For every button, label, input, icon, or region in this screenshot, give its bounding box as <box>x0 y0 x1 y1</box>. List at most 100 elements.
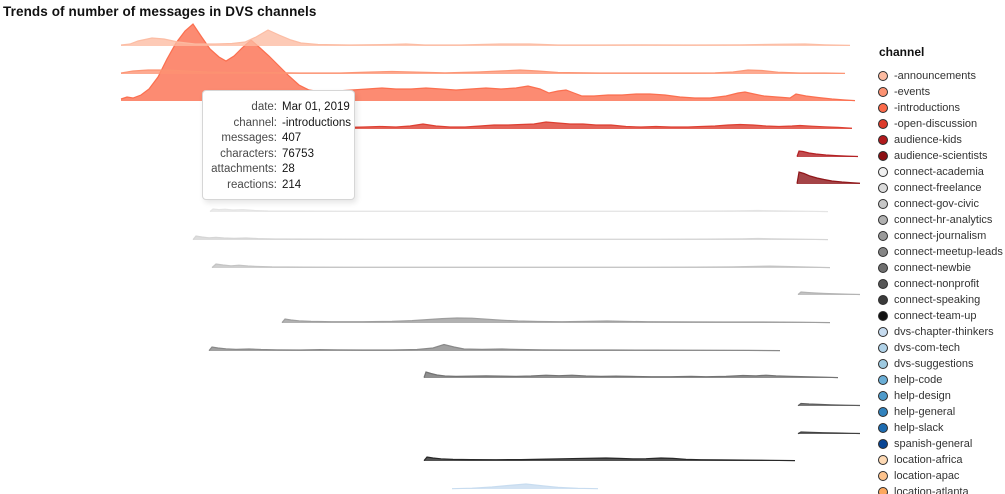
legend: channel -announcements -events -introducti… <box>878 45 1005 494</box>
series-line-connect-hr-analytics[interactable] <box>797 291 861 296</box>
legend-item-connect-gov-civic[interactable]: connect-gov-civic <box>878 196 1005 212</box>
series-line-connect-freelance[interactable] <box>192 235 829 241</box>
series-line-events[interactable] <box>120 69 846 74</box>
tooltip-row: reactions: 214 <box>211 178 344 194</box>
series-area-connect-journalism[interactable] <box>282 318 830 323</box>
legend-swatch-icon <box>878 215 888 225</box>
legend-item-label: connect-speaking <box>894 294 981 306</box>
tooltip-value: 214 <box>282 178 302 191</box>
series-area-audience-scientists[interactable] <box>797 172 860 184</box>
series-line-connect-speaking[interactable] <box>797 431 861 435</box>
legend-item-label: connect-journalism <box>894 230 987 242</box>
chart-title: Trends of number of messages in DVS chan… <box>3 4 317 19</box>
legend-item-label: connect-nonprofit <box>894 278 979 290</box>
legend-item-label: dvs-suggestions <box>894 358 974 370</box>
legend-swatch-icon <box>878 439 888 449</box>
legend-item-connect-meetup-leads[interactable]: connect-meetup-leads <box>878 244 1005 260</box>
legend-item-connect-nonprofit[interactable]: connect-nonprofit <box>878 276 1005 292</box>
legend-swatch-icon <box>878 359 888 369</box>
legend-item-help-slack[interactable]: help-slack <box>878 420 1005 436</box>
legend-swatch-icon <box>878 311 888 321</box>
legend-swatch-icon <box>878 247 888 257</box>
series-line-connect-gov-civic[interactable] <box>211 263 831 269</box>
legend-item-help-general[interactable]: help-general <box>878 404 1005 420</box>
legend-item-dvs-com-tech[interactable]: dvs-com-tech <box>878 340 1005 356</box>
series-area-connect-newbie[interactable] <box>424 372 838 378</box>
legend-item-connect-freelance[interactable]: connect-freelance <box>878 180 1005 196</box>
series-line-introductions[interactable] <box>120 23 856 102</box>
tooltip-value: 407 <box>282 132 302 145</box>
legend-swatch-icon <box>878 199 888 209</box>
legend-item-label: dvs-chapter-thinkers <box>894 326 994 338</box>
series-line-connect-journalism[interactable] <box>281 317 831 324</box>
legend-item-introductions[interactable]: -introductions <box>878 100 1005 116</box>
series-line-connect-meetup-leads[interactable] <box>208 343 781 352</box>
series-line-dvs-chapter-thinkers[interactable] <box>451 483 599 490</box>
legend-item-audience-scientists[interactable]: audience-scientists <box>878 148 1005 164</box>
legend-item-label: connect-hr-analytics <box>894 214 993 226</box>
legend-swatch-icon <box>878 151 888 161</box>
tooltip-row: channel: -introductions <box>211 116 352 132</box>
legend-item-connect-hr-analytics[interactable]: connect-hr-analytics <box>878 212 1005 228</box>
legend-item-location-apac[interactable]: location-apac <box>878 468 1005 484</box>
legend-title: channel <box>879 45 925 59</box>
legend-item-connect-academia[interactable]: connect-academia <box>878 164 1005 180</box>
legend-item-location-africa[interactable]: location-africa <box>878 452 1005 468</box>
legend-item-label: audience-scientists <box>894 150 988 162</box>
tooltip-label: characters: <box>220 147 277 160</box>
tooltip-label: channel: <box>233 116 277 129</box>
series-line-audience-kids[interactable] <box>796 150 859 158</box>
legend-swatch-icon <box>878 343 888 353</box>
series-area-introductions[interactable] <box>121 24 855 101</box>
series-line-open-discussion[interactable] <box>239 121 853 129</box>
legend-item-help-code[interactable]: help-code <box>878 372 1005 388</box>
series-line-connect-academia[interactable] <box>209 208 829 213</box>
series-line-announcements[interactable] <box>120 29 851 46</box>
legend-item-connect-journalism[interactable]: connect-journalism <box>878 228 1005 244</box>
legend-item-spanish-general[interactable]: spanish-general <box>878 436 1005 452</box>
legend-item-label: spanish-general <box>894 438 973 450</box>
legend-item-connect-speaking[interactable]: connect-speaking <box>878 292 1005 308</box>
series-line-connect-nonprofit[interactable] <box>797 402 861 407</box>
legend-item-label: connect-academia <box>894 166 984 178</box>
legend-item-label: help-code <box>894 374 943 386</box>
legend-item-connect-team-up[interactable]: connect-team-up <box>878 308 1005 324</box>
legend-item-audience-kids[interactable]: audience-kids <box>878 132 1005 148</box>
legend-swatch-icon <box>878 327 888 337</box>
legend-item-label: help-design <box>894 390 951 402</box>
legend-swatch-icon <box>878 135 888 145</box>
legend-item-dvs-chapter-thinkers[interactable]: dvs-chapter-thinkers <box>878 324 1005 340</box>
tooltip-label: messages: <box>221 132 277 145</box>
legend-item-label: connect-meetup-leads <box>894 246 1003 258</box>
legend-item-announcements[interactable]: -announcements <box>878 68 1005 84</box>
legend-swatch-icon <box>878 279 888 289</box>
legend-item-open-discussion[interactable]: -open-discussion <box>878 116 1005 132</box>
legend-item-label: dvs-com-tech <box>894 342 961 354</box>
legend-item-label: help-slack <box>894 422 944 434</box>
legend-item-label: connect-newbie <box>894 262 972 274</box>
legend-item-events[interactable]: -events <box>878 84 1005 100</box>
legend-swatch-icon <box>878 423 888 433</box>
series-line-connect-newbie[interactable] <box>423 371 839 379</box>
legend-swatch-icon <box>878 407 888 417</box>
legend-swatch-icon <box>878 119 888 129</box>
legend-swatch-icon <box>878 263 888 273</box>
tooltip-label: reactions: <box>227 178 277 191</box>
legend-item-dvs-suggestions[interactable]: dvs-suggestions <box>878 356 1005 372</box>
tooltip-row: characters: 76753 <box>211 147 344 163</box>
legend-item-list: -announcements -events -introductions -open… <box>878 68 1005 494</box>
tooltip-value: Mar 01, 2019 <box>282 101 350 113</box>
legend-swatch-icon <box>878 391 888 401</box>
legend-item-label: audience-kids <box>894 134 962 146</box>
legend-swatch-icon <box>878 487 888 494</box>
tooltip-row: date: Mar 01, 2019 <box>211 100 349 116</box>
legend-item-help-design[interactable]: help-design <box>878 388 1005 404</box>
series-line-connect-team-up[interactable] <box>423 456 796 462</box>
legend-item-connect-newbie[interactable]: connect-newbie <box>878 260 1005 276</box>
tooltip-row: messages: 407 <box>211 131 344 147</box>
legend-item-location-atlanta[interactable]: location-atlanta <box>878 484 1005 494</box>
series-line-audience-scientists[interactable] <box>796 171 861 184</box>
series-area-audience-kids[interactable] <box>797 151 858 157</box>
